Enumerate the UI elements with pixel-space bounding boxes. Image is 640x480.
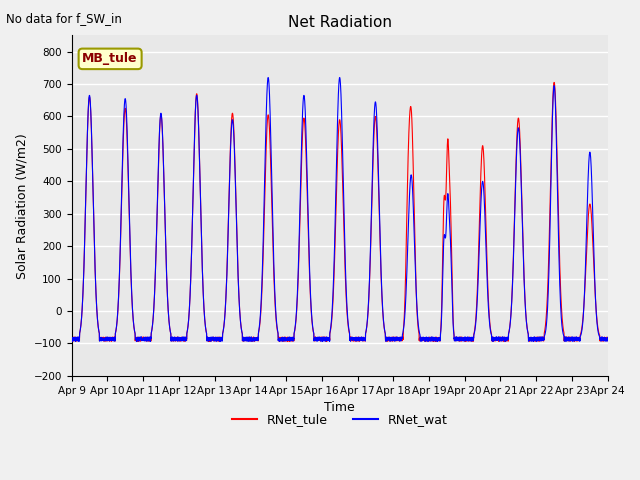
Text: MB_tule: MB_tule	[83, 52, 138, 65]
X-axis label: Time: Time	[324, 401, 355, 414]
Legend: RNet_tule, RNet_wat: RNet_tule, RNet_wat	[227, 408, 452, 431]
Title: Net Radiation: Net Radiation	[287, 15, 392, 30]
Y-axis label: Solar Radiation (W/m2): Solar Radiation (W/m2)	[15, 133, 28, 278]
Text: No data for f_SW_in: No data for f_SW_in	[6, 12, 122, 25]
